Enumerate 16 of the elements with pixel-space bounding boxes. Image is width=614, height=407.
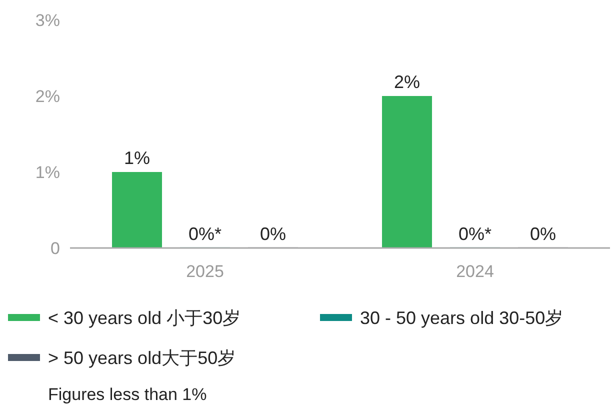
- legend-label: 30 - 50 years old 30-50岁: [360, 308, 564, 328]
- x-tick-label: 2025: [186, 262, 224, 281]
- y-tick-label: 2%: [35, 87, 60, 106]
- legend-label: < 30 years old 小于30岁: [48, 308, 241, 328]
- y-tick-label: 1%: [35, 163, 60, 182]
- legend-label: > 50 years old大于50岁: [48, 348, 236, 368]
- x-tick-label: 2024: [456, 262, 494, 281]
- text: Figures less than 1%: [48, 385, 207, 404]
- y-tick-label: 0: [50, 239, 60, 258]
- y-tick-label: 3%: [35, 11, 60, 30]
- data-label: 1%: [124, 148, 150, 168]
- data-label: 2%: [394, 72, 420, 92]
- data-label: 0%*: [458, 224, 492, 244]
- data-label: 0%*: [188, 224, 222, 244]
- data-label: 0%: [260, 224, 286, 244]
- data-label: 0%: [530, 224, 556, 244]
